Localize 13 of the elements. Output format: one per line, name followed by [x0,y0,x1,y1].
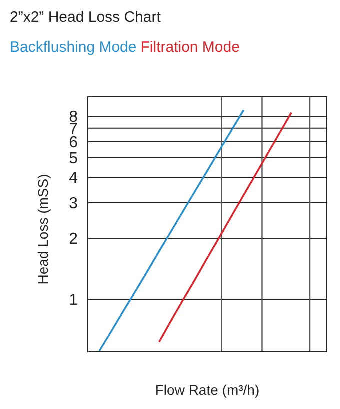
line-series [99,110,244,352]
chart-title: 2”x2” Head Loss Chart [10,9,162,26]
x-axis-title: Flow Rate (m³/h) [155,382,260,398]
y-tick-label: 2 [69,231,78,248]
text: Backflushing Mode [10,39,137,56]
y-tick-label: 5 [69,150,78,168]
text: Filtration Mode [140,39,240,56]
line-series [158,112,292,342]
y-tick-label: 3 [69,195,78,212]
y-tick-label: 6 [69,134,78,152]
y-axis-title: Head Loss (mSS) [35,174,51,285]
y-tick-label: 1 [69,292,78,310]
y-tick-label: 4 [69,170,78,188]
